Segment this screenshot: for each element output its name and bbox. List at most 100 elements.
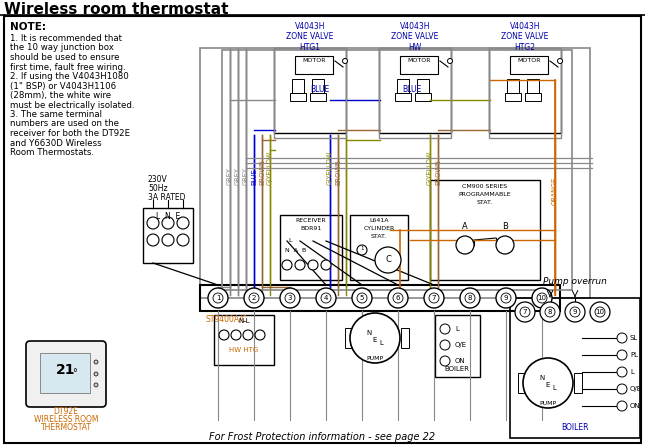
Bar — [400, 56, 438, 74]
Circle shape — [557, 59, 562, 63]
Text: 3. The same terminal: 3. The same terminal — [10, 110, 102, 119]
Text: V4043H
ZONE VALVE
HW: V4043H ZONE VALVE HW — [392, 22, 439, 52]
Bar — [379, 48, 451, 138]
Circle shape — [501, 293, 511, 303]
Text: numbers are used on the: numbers are used on the — [10, 119, 119, 128]
Bar — [143, 208, 193, 263]
Circle shape — [440, 356, 450, 366]
Text: N: N — [366, 330, 372, 336]
Text: (1" BSP) or V4043H1106: (1" BSP) or V4043H1106 — [10, 81, 116, 90]
Circle shape — [282, 260, 292, 270]
Text: 3A RATED: 3A RATED — [148, 193, 186, 202]
Circle shape — [357, 245, 367, 255]
Text: BDR91: BDR91 — [301, 226, 322, 231]
Circle shape — [94, 360, 98, 364]
Bar — [274, 48, 346, 133]
Text: L: L — [288, 238, 292, 243]
Text: A: A — [462, 222, 468, 231]
Text: BROWN: BROWN — [335, 159, 341, 185]
Text: 6: 6 — [396, 295, 401, 301]
Bar — [345, 328, 353, 348]
Text: 3: 3 — [288, 295, 292, 301]
Text: and Y6630D Wireless: and Y6630D Wireless — [10, 139, 102, 148]
Text: B: B — [502, 222, 508, 231]
Circle shape — [496, 288, 516, 308]
Bar — [397, 79, 409, 93]
Text: 21: 21 — [56, 363, 75, 377]
Text: 8: 8 — [468, 295, 472, 301]
Text: V4043H
ZONE VALVE
HTG2: V4043H ZONE VALVE HTG2 — [501, 22, 549, 52]
Text: G/YELLOW: G/YELLOW — [267, 151, 273, 185]
Text: °: ° — [72, 368, 77, 378]
Circle shape — [147, 234, 159, 246]
Circle shape — [545, 307, 555, 317]
Circle shape — [244, 288, 264, 308]
Text: ON: ON — [455, 358, 466, 364]
Text: Pump overrun: Pump overrun — [543, 277, 607, 286]
Circle shape — [321, 260, 331, 270]
Text: 10: 10 — [537, 295, 546, 301]
Text: 1: 1 — [361, 246, 364, 252]
Bar — [274, 48, 346, 138]
Text: BROWN: BROWN — [259, 159, 265, 185]
Bar — [40, 353, 90, 393]
Text: GREY: GREY — [227, 167, 233, 185]
Text: 4: 4 — [324, 295, 328, 301]
Circle shape — [523, 358, 573, 408]
Text: PL: PL — [630, 352, 638, 358]
Circle shape — [249, 293, 259, 303]
Circle shape — [440, 340, 450, 350]
Text: E: E — [373, 337, 377, 343]
Text: BLUE: BLUE — [310, 85, 329, 94]
Text: 7: 7 — [432, 295, 436, 301]
Bar — [430, 180, 540, 280]
Circle shape — [595, 307, 605, 317]
Circle shape — [321, 293, 331, 303]
Circle shape — [532, 288, 552, 308]
Text: (28mm), the white wire: (28mm), the white wire — [10, 91, 111, 100]
Bar — [200, 285, 560, 311]
Bar — [527, 79, 539, 93]
Text: WIRELESS ROOM: WIRELESS ROOM — [34, 415, 98, 424]
Bar — [489, 48, 561, 138]
Circle shape — [162, 234, 174, 246]
Text: DT92E: DT92E — [54, 407, 79, 416]
Circle shape — [388, 288, 408, 308]
Circle shape — [285, 293, 295, 303]
Bar — [200, 48, 590, 298]
Text: L: L — [455, 326, 459, 332]
Bar — [574, 373, 582, 393]
Circle shape — [520, 307, 530, 317]
Text: STAT.: STAT. — [371, 234, 387, 239]
Circle shape — [243, 330, 253, 340]
Bar — [379, 48, 451, 133]
Circle shape — [515, 302, 535, 322]
Circle shape — [375, 247, 401, 273]
Text: 50Hz: 50Hz — [148, 184, 168, 193]
Circle shape — [465, 293, 475, 303]
Circle shape — [162, 217, 174, 229]
Text: NOTE:: NOTE: — [10, 22, 46, 32]
Text: BROWN: BROWN — [435, 159, 441, 185]
Text: L: L — [552, 385, 556, 391]
Text: N  A  B: N A B — [285, 248, 306, 253]
Circle shape — [590, 302, 610, 322]
Text: V4043H
ZONE VALVE
HTG1: V4043H ZONE VALVE HTG1 — [286, 22, 333, 52]
Text: G/YELLOW: G/YELLOW — [427, 151, 433, 185]
Circle shape — [617, 333, 627, 343]
Circle shape — [255, 330, 265, 340]
Text: N: N — [539, 375, 544, 381]
Text: O/E: O/E — [630, 386, 642, 392]
Text: O/E: O/E — [455, 342, 467, 348]
Circle shape — [393, 293, 403, 303]
Circle shape — [429, 293, 439, 303]
Bar — [310, 93, 326, 101]
Text: Room Thermostats.: Room Thermostats. — [10, 148, 94, 157]
Circle shape — [448, 59, 453, 63]
Circle shape — [617, 367, 627, 377]
Circle shape — [565, 302, 585, 322]
Text: For Frost Protection information - see page 22: For Frost Protection information - see p… — [209, 432, 435, 442]
Bar — [525, 93, 541, 101]
Text: BLUE: BLUE — [402, 85, 421, 94]
Bar — [505, 93, 521, 101]
